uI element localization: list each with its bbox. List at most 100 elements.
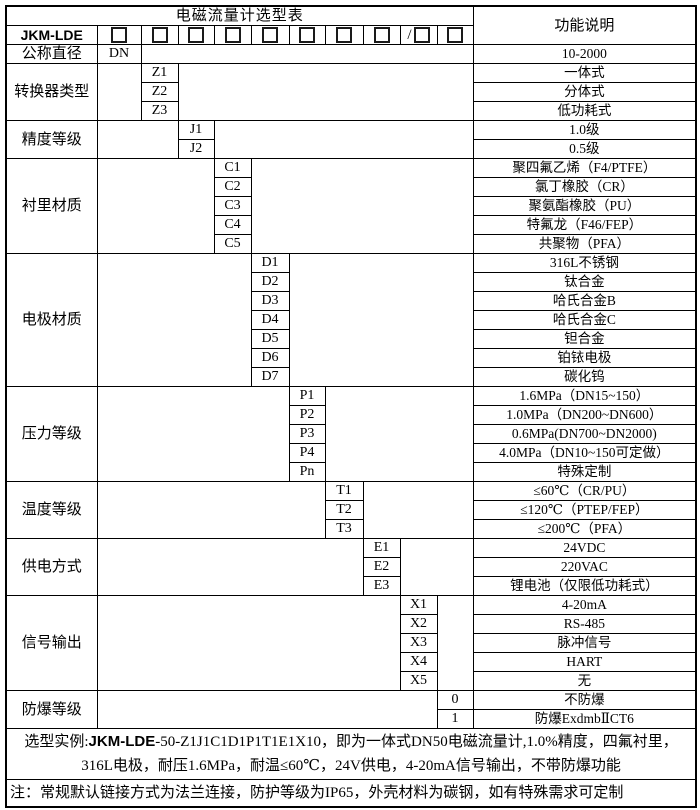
desc-cell: 聚四氟乙烯（F4/PTFE） [472, 158, 697, 179]
model-code-checkbox-9[interactable] [413, 27, 430, 43]
category-explosion-proof-rating: 防爆等级 [5, 690, 98, 730]
desc-cell: 铂铱电极 [472, 348, 697, 369]
desc-cell: 特氟龙（F46/FEP） [472, 215, 697, 236]
code-cell: P1 [288, 386, 326, 407]
desc-cell: 一体式 [472, 63, 697, 84]
code-cell: E3 [362, 576, 401, 597]
desc-cell: 不防爆 [472, 690, 697, 711]
function-column-title: 功能说明 [472, 5, 697, 46]
filler-cell [140, 44, 474, 65]
code-cell: C2 [213, 177, 252, 198]
code-cell: C3 [213, 196, 252, 217]
model-code-checkbox-2[interactable] [151, 26, 168, 43]
code-cell: X1 [399, 595, 438, 616]
code-box-cell-6 [288, 24, 326, 46]
code-cell: Z2 [140, 82, 179, 103]
desc-cell: 钽合金 [472, 329, 697, 350]
filler-cell [177, 63, 474, 122]
filler-cell [96, 63, 142, 122]
example-model: JKM-LDE [88, 733, 156, 751]
desc-cell: 聚氨酯橡胶（PU） [472, 196, 697, 217]
code-box-cell-1 [96, 24, 142, 46]
code-cell: D2 [250, 272, 290, 293]
desc-cell: 哈氏合金C [472, 310, 697, 331]
desc-cell: 防爆ExdmbⅡCT6 [472, 709, 697, 730]
category-electrode-material: 电极材质 [5, 253, 98, 388]
code-cell: T3 [324, 519, 364, 540]
model-code-checkbox-3[interactable] [188, 26, 204, 43]
desc-cell: 钛合金 [472, 272, 697, 293]
category-pressure-rating: 压力等级 [5, 386, 98, 483]
filler-cell [96, 595, 401, 692]
example-rest: -50-Z1J1C1D1P1T1E1X10，即为一体式DN50电磁流量计,1.0… [155, 734, 678, 751]
code-cell: 1 [436, 709, 474, 730]
code-cell: X2 [399, 614, 438, 635]
code-box-cell-2 [140, 24, 179, 46]
code-cell: 0 [436, 690, 474, 711]
desc-cell: 共聚物（PFA） [472, 234, 697, 255]
code-cell: D6 [250, 348, 290, 369]
desc-cell: 1.0MPa（DN200~DN600） [472, 405, 697, 426]
footnote: 注：常规默认链接方式为法兰连接，防护等级为IP65，外壳材料为碳钢，如有特殊需求… [5, 779, 697, 808]
desc-cell: ≤200℃（PFA） [472, 519, 697, 540]
desc-cell: RS-485 [472, 614, 697, 635]
filler-cell [96, 386, 290, 483]
desc-cell: HART [472, 652, 697, 673]
selection-sheet: 电磁流量计选型表 功能说明 JKM-LDE / 公称直径 DN 10-2000 … [5, 5, 698, 809]
code-cell: D3 [250, 291, 290, 312]
desc-cell: 脉冲信号 [472, 633, 697, 654]
desc-cell: 哈氏合金B [472, 291, 697, 312]
code-cell: D4 [250, 310, 290, 331]
code-cell: E1 [362, 538, 401, 559]
model-code-checkbox-5[interactable] [262, 26, 278, 43]
desc-cell: ≤60℃（CR/PU） [472, 481, 697, 502]
example-line2: 316L电极，耐压1.6MPa，耐温≤60℃，24V供电，4-20mA信号输出，… [81, 758, 621, 775]
desc-cell: 1.6MPa（DN15~150） [472, 386, 697, 407]
desc-cell: 0.6MPa(DN700~DN2000) [472, 424, 697, 445]
desc-cell: 316L不锈钢 [472, 253, 697, 274]
filler-cell [96, 120, 179, 160]
filler-cell [96, 253, 252, 388]
code-cell: X4 [399, 652, 438, 673]
code-cell: T1 [324, 481, 364, 502]
code-box-cell-10 [436, 24, 474, 46]
code-cell: J2 [177, 139, 215, 160]
code-box-cell-9: / [399, 24, 438, 46]
code-cell: C1 [213, 158, 252, 179]
code-cell: X5 [399, 671, 438, 692]
desc-cell: 4-20mA [472, 595, 697, 616]
desc-cell: 低功耗式 [472, 101, 697, 122]
filler-cell [250, 158, 474, 255]
category-nominal-diameter: 公称直径 [5, 44, 98, 65]
filler-cell [213, 120, 474, 160]
slash-separator: / [407, 27, 412, 43]
code-cell: Z1 [140, 63, 179, 84]
code-cell: J1 [177, 120, 215, 141]
model-code-checkbox-10[interactable] [447, 26, 464, 43]
category-converter-type: 转换器类型 [5, 63, 98, 122]
model-code-checkbox-6[interactable] [299, 26, 315, 43]
filler-cell [399, 538, 474, 597]
category-power-supply: 供电方式 [5, 538, 98, 597]
model-code-checkbox-8[interactable] [373, 26, 390, 43]
code-cell: T2 [324, 500, 364, 521]
desc-cell: 1.0级 [472, 120, 697, 141]
desc-cell: 氯丁橡胶（CR） [472, 177, 697, 198]
desc-cell: 4.0MPa（DN10~150可定做） [472, 443, 697, 464]
desc-cell: ≤120℃（PTEP/FEP） [472, 500, 697, 521]
code-cell: C4 [213, 215, 252, 236]
category-signal-output: 信号输出 [5, 595, 98, 692]
filler-cell [324, 386, 474, 483]
filler-cell [96, 690, 438, 730]
desc-cell: 10-2000 [472, 44, 697, 65]
code-cell: P2 [288, 405, 326, 426]
model-code-checkbox-7[interactable] [336, 26, 352, 43]
desc-cell: 24VDC [472, 538, 697, 559]
model-code-checkbox-1[interactable] [111, 26, 127, 43]
selection-table: 电磁流量计选型表 功能说明 JKM-LDE / 公称直径 DN 10-2000 … [5, 5, 698, 809]
category-temperature-rating: 温度等级 [5, 481, 98, 540]
code-box-cell-4 [213, 24, 252, 46]
model-code-checkbox-4[interactable] [224, 26, 241, 43]
code-cell: P3 [288, 424, 326, 445]
selection-example: 选型实例:JKM-LDE-50-Z1J1C1D1P1T1E1X10，即为一体式D… [5, 728, 697, 781]
